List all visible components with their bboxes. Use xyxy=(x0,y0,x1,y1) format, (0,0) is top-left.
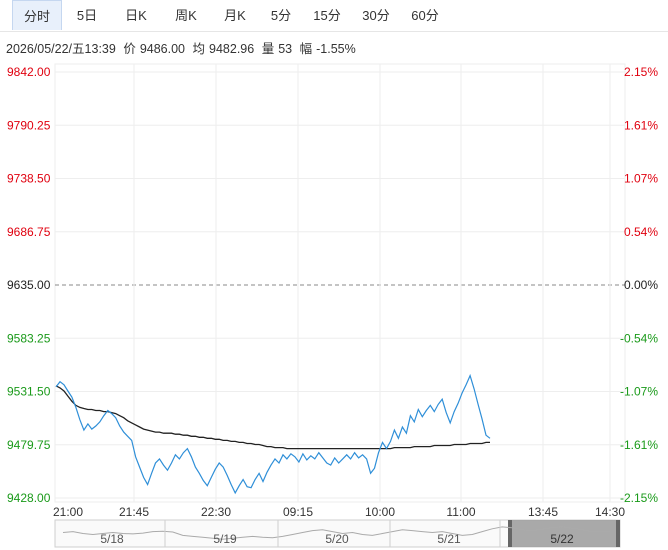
y-tick-left: 9428.00 xyxy=(7,491,51,505)
y-tick-left: 9583.25 xyxy=(7,331,51,345)
x-tick-label: 09:15 xyxy=(283,505,313,519)
x-tick-label: 13:45 xyxy=(528,505,558,519)
tab-0[interactable]: 分时 xyxy=(12,0,62,30)
tab-6[interactable]: 15分 xyxy=(313,8,341,23)
tab-3[interactable]: 周K xyxy=(175,8,197,23)
price-label: 价 xyxy=(123,42,136,56)
tab-1[interactable]: 5日 xyxy=(76,8,98,23)
y-tick-right: 0.00% xyxy=(624,278,658,292)
y-tick-left: 9842.00 xyxy=(7,65,51,79)
y-tick-right: -0.54% xyxy=(620,331,658,345)
plot-frame xyxy=(54,63,626,503)
y-tick-left: 9738.50 xyxy=(7,172,51,186)
navigator-day-label: 5/22 xyxy=(550,532,574,546)
tab-8[interactable]: 60分 xyxy=(411,8,439,23)
navigator-day-label: 5/18 xyxy=(100,532,124,546)
avg-price-line xyxy=(55,385,490,450)
navigator-handle-left xyxy=(508,520,512,547)
tab-5[interactable]: 5分 xyxy=(270,8,292,23)
y-tick-right: -1.07% xyxy=(620,385,658,399)
price-line xyxy=(55,373,491,495)
x-tick-label: 10:00 xyxy=(365,505,395,519)
y-tick-right: 1.07% xyxy=(624,172,658,186)
y-tick-right: -1.61% xyxy=(620,438,658,452)
y-tick-right: -2.15% xyxy=(620,491,658,505)
x-tick-label: 21:45 xyxy=(119,505,149,519)
volume-value: 53 xyxy=(278,42,293,56)
tab-4[interactable]: 月K xyxy=(224,8,246,23)
navigator-line xyxy=(62,526,613,540)
x-tick-label: 14:30 xyxy=(595,505,625,519)
x-tick-label: 22:30 xyxy=(201,505,231,519)
y-tick-left: 9531.50 xyxy=(7,385,51,399)
x-tick-label: 11:00 xyxy=(446,505,475,519)
y-tick-left: 9635.00 xyxy=(7,278,51,292)
period-tabs: 分时 5日 日K 周K 月K 5分 15分 30分 60分 xyxy=(0,0,668,32)
y-tick-right: 2.15% xyxy=(624,65,658,79)
y-tick-right: 1.61% xyxy=(624,118,658,132)
navigator-day-label: 5/21 xyxy=(437,532,461,546)
y-tick-right: 0.54% xyxy=(624,225,658,239)
navigator-handle-right xyxy=(616,520,620,547)
y-tick-left: 9790.25 xyxy=(7,118,51,132)
avg-label: 均 xyxy=(192,42,206,56)
y-tick-left: 9686.75 xyxy=(7,225,51,239)
change-label: 幅 xyxy=(299,42,313,56)
tab-7[interactable]: 30分 xyxy=(362,8,390,23)
avg-value: 9482.96 xyxy=(209,42,255,56)
navigator-window xyxy=(508,520,620,547)
volume-label: 量 xyxy=(261,42,275,56)
quote-info-bar: 2026/05/22/五13:39 价 9486.00 均 9482.96 量 53 … xyxy=(6,38,360,57)
quote-datetime: 2026/05/22/五13:39 xyxy=(6,42,116,56)
price-value: 9486.00 xyxy=(139,42,186,56)
navigator-day-label: 5/20 xyxy=(325,532,349,546)
y-tick-left: 9479.75 xyxy=(7,438,51,452)
navigator-day-label: 5/19 xyxy=(213,532,237,546)
x-tick-label: 21:00 xyxy=(53,505,83,519)
tab-2[interactable]: 日K xyxy=(125,8,147,23)
change-value: -1.55% xyxy=(316,42,356,56)
